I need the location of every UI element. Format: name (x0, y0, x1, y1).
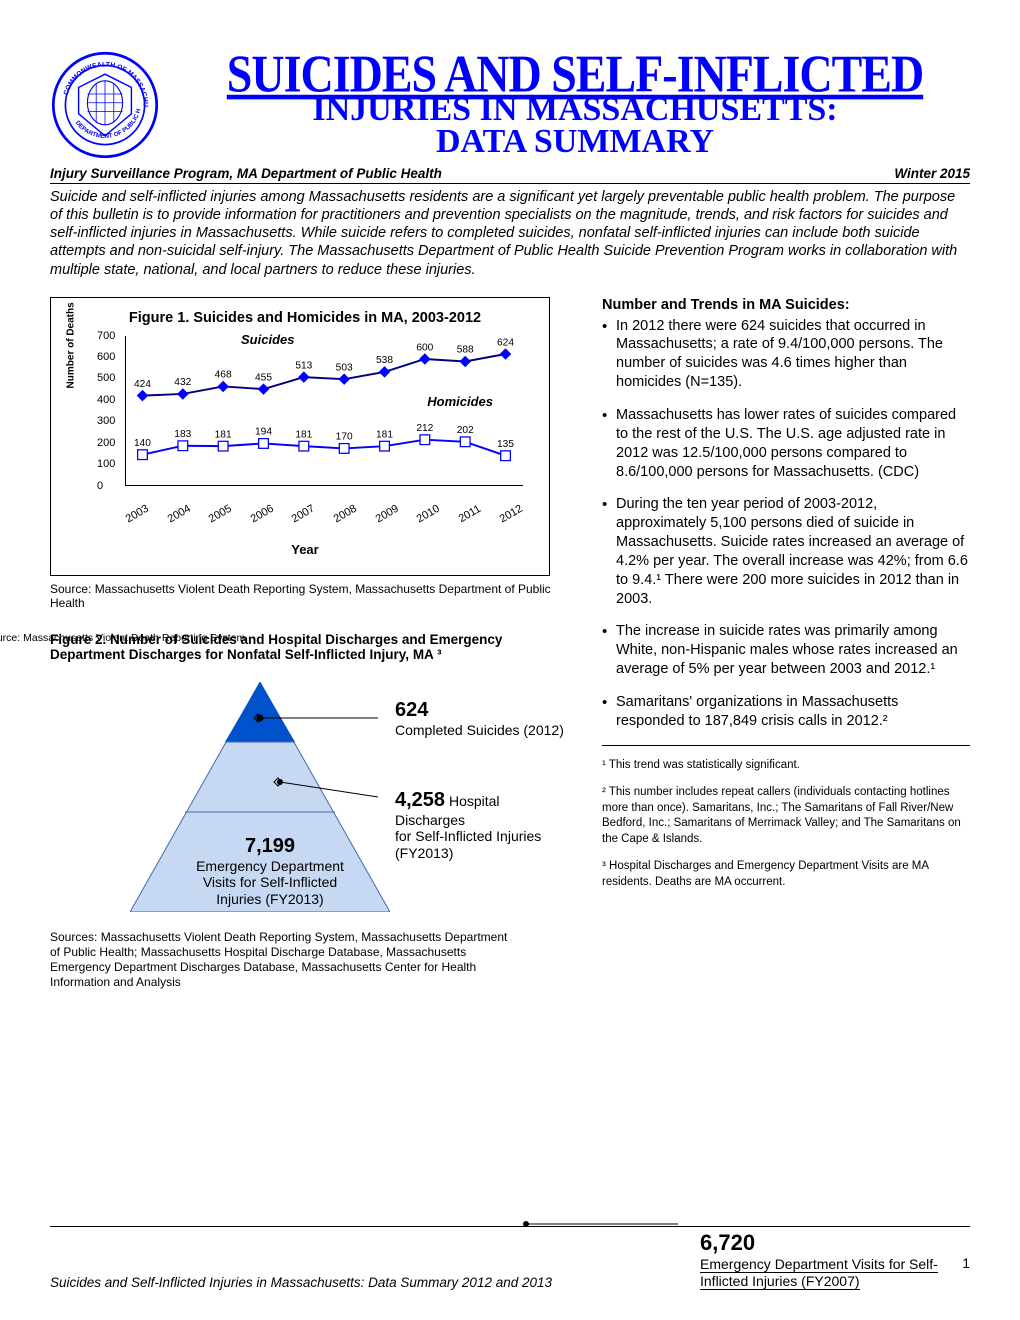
bullet-4: The increase in suicide rates was primar… (602, 622, 970, 679)
svg-text:432: 432 (174, 377, 191, 388)
svg-text:202: 202 (457, 425, 474, 436)
footer-title: Suicides and Self-Inflicted Injuries in … (50, 1275, 700, 1290)
bullet-5: Samaritans' organizations in Massachuset… (602, 693, 970, 731)
footnote-1: ¹ This trend was statistically significa… (602, 758, 970, 774)
svg-text:181: 181 (376, 429, 393, 440)
figure-2-title: Source: Massachusetts Violent Death Repo… (50, 632, 570, 662)
figure-2-overlay-source: Source: Massachusetts Violent Death Repo… (0, 632, 245, 644)
bullet-list: In 2012 there were 624 suicides that occ… (602, 317, 970, 731)
intro-paragraph: Suicide and self-inflicted injuries amon… (50, 188, 970, 279)
footnote-2: ² This number includes repeat callers (i… (602, 785, 970, 847)
left-column: Figure 1. Suicides and Homicides in MA, … (50, 297, 570, 1002)
svg-text:181: 181 (295, 429, 312, 440)
svg-text:181: 181 (215, 429, 232, 440)
svg-text:135: 135 (497, 439, 514, 450)
svg-text:455: 455 (255, 372, 272, 383)
state-seal-icon: COMMONWEALTH OF MASSACHUSETTS DEPARTMENT… (50, 50, 160, 160)
callout-ed-visits: 7,199 Emergency Department Visits for Se… (190, 834, 350, 908)
title-line-3: DATA SUMMARY (180, 127, 970, 158)
svg-text:588: 588 (457, 344, 474, 355)
document-header: COMMONWEALTH OF MASSACHUSETTS DEPARTMENT… (50, 50, 970, 160)
svg-text:194: 194 (255, 426, 272, 437)
divider (602, 745, 970, 746)
figure-1-ylabel: Number of Deaths (66, 302, 77, 388)
callout-completed-suicides: 624 Completed Suicides (2012) (395, 698, 564, 739)
svg-text:140: 140 (134, 438, 151, 449)
title-line-2: INJURIES IN MASSACHUSETTS: (180, 94, 970, 126)
svg-text:468: 468 (215, 369, 232, 380)
svg-text:624: 624 (497, 337, 514, 348)
svg-text:183: 183 (174, 429, 191, 440)
svg-text:503: 503 (336, 362, 353, 373)
svg-text:212: 212 (416, 423, 433, 434)
svg-text:538: 538 (376, 355, 393, 366)
svg-text:170: 170 (336, 431, 353, 442)
title-line-1: SUICIDES AND SELF-INFLICTED (180, 50, 970, 98)
footnote-3: ³ Hospital Discharges and Emergency Depa… (602, 859, 970, 890)
trends-heading: Number and Trends in MA Suicides: (602, 297, 970, 313)
subheader: Injury Surveillance Program, MA Departme… (50, 166, 970, 184)
figure-2-pyramid: 624 Completed Suicides (2012) 4,258 Hosp… (50, 682, 570, 1002)
bullet-2: Massachusetts has lower rates of suicide… (602, 406, 970, 481)
figure-1-title: Figure 1. Suicides and Homicides in MA, … (77, 310, 533, 326)
page-footer: Suicides and Self-Inflicted Injuries in … (50, 1226, 970, 1290)
page-number: 1 (962, 1255, 970, 1272)
svg-text:600: 600 (416, 342, 433, 353)
svg-text:COMMONWEALTH OF MASSACHUSETTS: COMMONWEALTH OF MASSACHUSETTS (50, 50, 149, 107)
figure-2-sources: Sources: Massachusetts Violent Death Rep… (50, 930, 520, 990)
figure-1-chart: Figure 1. Suicides and Homicides in MA, … (50, 297, 550, 576)
callout-hospital-discharges: 4,258 Hospital Discharges for Self-Infli… (395, 788, 570, 862)
title-block: SUICIDES AND SELF-INFLICTED INJURIES IN … (180, 53, 970, 157)
footer-callout: 6,720 Emergency Department Visits for Se… (700, 1230, 970, 1290)
bullet-3: During the ten year period of 2003-2012,… (602, 495, 970, 608)
bullet-1: In 2012 there were 624 suicides that occ… (602, 317, 970, 392)
figure-1-source: Source: Massachusetts Violent Death Repo… (50, 582, 570, 610)
figure-1-xlabel: Year (77, 542, 533, 557)
svg-text:513: 513 (295, 360, 312, 371)
right-column: Number and Trends in MA Suicides: In 201… (602, 297, 970, 1002)
svg-text:424: 424 (134, 378, 151, 389)
program-name: Injury Surveillance Program, MA Departme… (50, 166, 442, 181)
publication-date: Winter 2015 (894, 166, 970, 181)
